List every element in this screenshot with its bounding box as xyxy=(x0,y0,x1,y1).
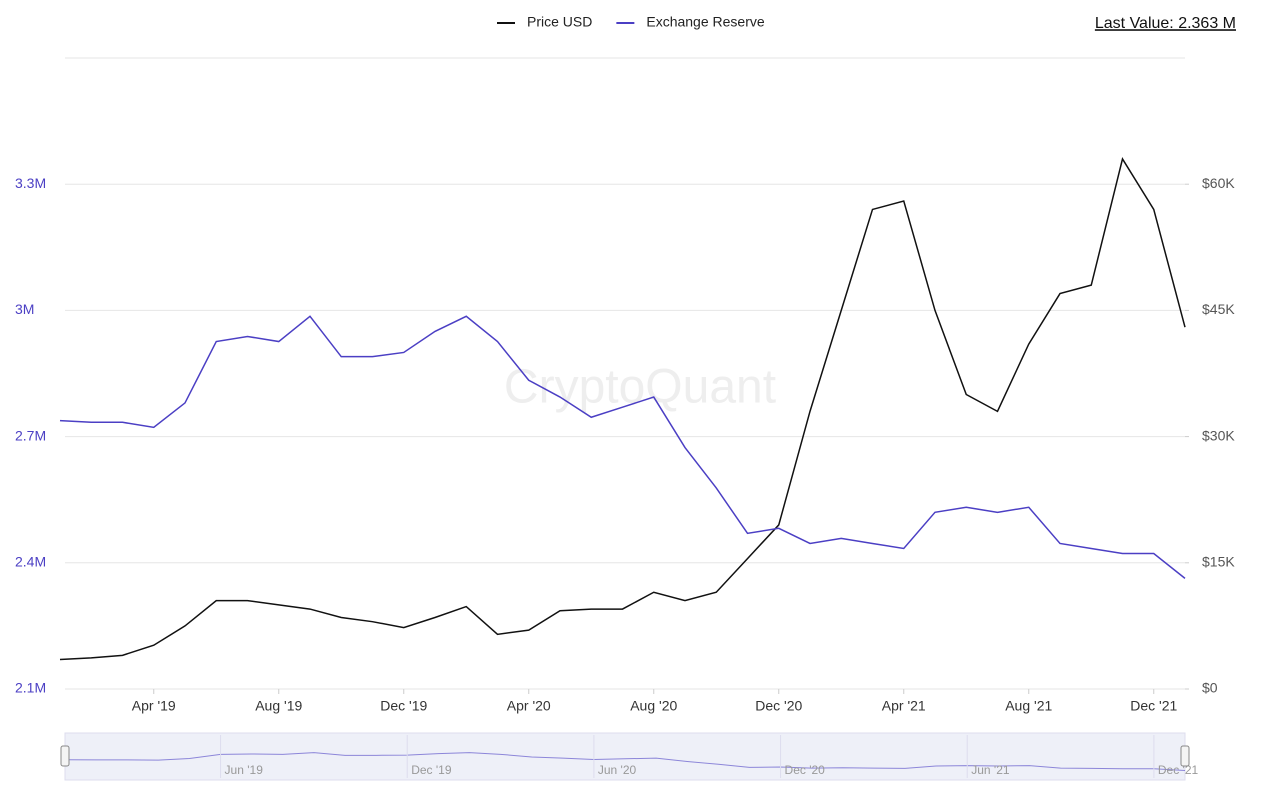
legend-label: Exchange Reserve xyxy=(646,14,765,30)
y2-tick-label: $0 xyxy=(1202,680,1218,696)
navigator-handle[interactable] xyxy=(60,745,70,767)
navigator[interactable] xyxy=(64,732,1186,781)
y-tick-label: 2.1M xyxy=(15,680,46,696)
y2-tick-label: $15K xyxy=(1202,554,1235,570)
x-tick-label: Aug '21 xyxy=(1005,698,1052,714)
y2-tick-label: $30K xyxy=(1202,427,1235,443)
y-tick-label: 3.3M xyxy=(15,175,46,191)
navigator-line xyxy=(64,752,1186,771)
y-tick-label: 3M xyxy=(15,301,34,317)
x-tick-label: Dec '21 xyxy=(1130,698,1177,714)
x-tick-label: Apr '20 xyxy=(507,698,551,714)
y-tick-label: 2.7M xyxy=(15,427,46,443)
last-value: Last Value: 2.363 M xyxy=(1095,15,1236,32)
navigator-label: Jun '20 xyxy=(598,763,637,777)
y2-tick-label: $60K xyxy=(1202,175,1235,191)
legend-label: Price USD xyxy=(527,14,592,30)
series-line xyxy=(59,315,1186,579)
x-tick-label: Aug '19 xyxy=(255,698,302,714)
y2-tick-label: $45K xyxy=(1202,301,1235,317)
x-tick-label: Apr '21 xyxy=(882,698,926,714)
y-tick-label: 2.4M xyxy=(15,554,46,570)
series-line xyxy=(59,157,1186,661)
x-tick-label: Dec '20 xyxy=(755,698,802,714)
navigator-label: Jun '19 xyxy=(225,763,264,777)
x-tick-label: Apr '19 xyxy=(132,698,176,714)
navigator-label: Dec '21 xyxy=(1158,763,1199,777)
navigator-label: Dec '20 xyxy=(785,763,826,777)
navigator-label: Dec '19 xyxy=(411,763,452,777)
navigator-label: Jun '21 xyxy=(971,763,1010,777)
x-tick-label: Aug '20 xyxy=(630,698,677,714)
navigator-handle[interactable] xyxy=(1180,745,1190,767)
x-tick-label: Dec '19 xyxy=(380,698,427,714)
watermark: CryptoQuant xyxy=(504,361,776,414)
